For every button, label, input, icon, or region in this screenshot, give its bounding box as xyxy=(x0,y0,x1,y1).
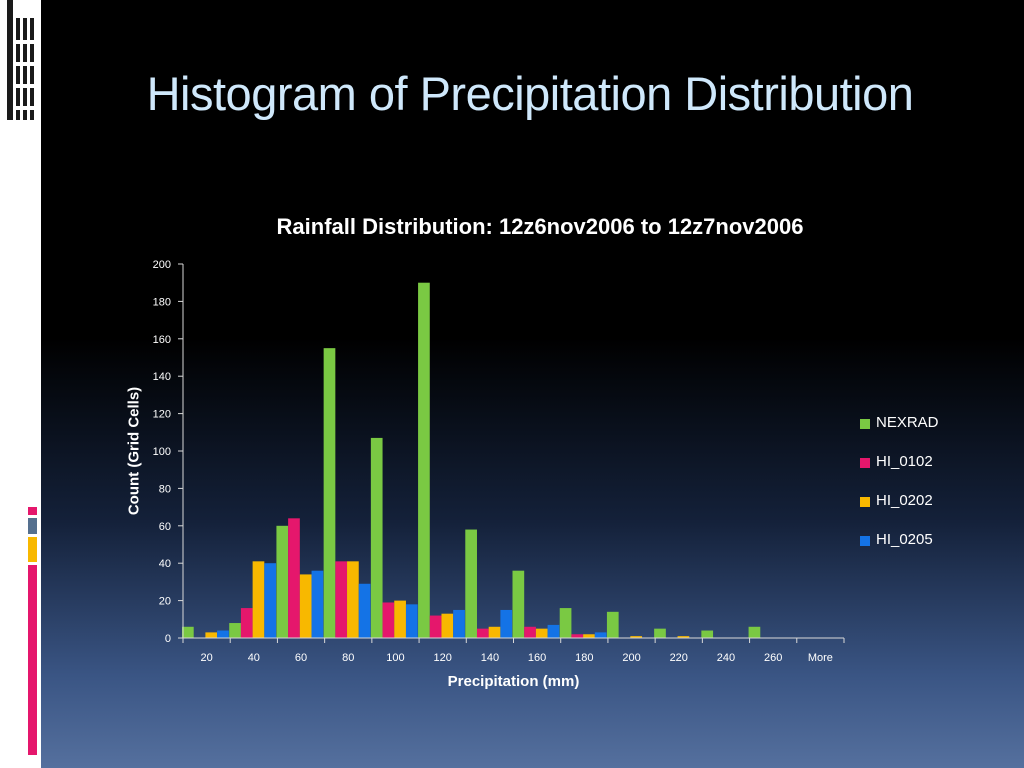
bar-hi-0205-40 xyxy=(264,563,277,638)
deco-bar-magenta-small xyxy=(28,507,37,515)
deco-bar-magenta-long xyxy=(28,565,37,755)
bar-hi-0205-140 xyxy=(500,609,513,638)
chart-legend: NEXRAD HI_0102 HI_0202 HI_0205 xyxy=(860,413,939,569)
bar-nexrad-160 xyxy=(512,570,525,638)
x-tick-label-40: 40 xyxy=(248,652,260,664)
legend-swatch-hi-0102 xyxy=(860,458,870,468)
bar-hi-0202-120 xyxy=(441,613,454,638)
legend-swatch-hi-0202 xyxy=(860,497,870,507)
x-tick-label-140: 140 xyxy=(481,652,499,664)
bar-nexrad-80 xyxy=(323,348,336,638)
y-tick-label-80: 80 xyxy=(159,483,171,495)
bar-hi-0102-60 xyxy=(288,518,300,638)
x-tick-label-120: 120 xyxy=(433,652,451,664)
x-tick-label-220: 220 xyxy=(670,652,688,664)
legend-label-hi-0205: HI_0205 xyxy=(876,531,933,548)
bar-hi-0205-20 xyxy=(217,630,229,638)
bar-hi-0202-140 xyxy=(488,626,501,638)
bar-hi-0102-180 xyxy=(571,634,584,638)
x-tick-label-180: 180 xyxy=(575,652,593,664)
x-axis-label: Precipitation (mm) xyxy=(447,673,580,690)
x-tick-label-200: 200 xyxy=(622,652,640,664)
legend-item-nexrad: NEXRAD xyxy=(860,413,939,452)
y-tick-label-200: 200 xyxy=(153,259,171,271)
bar-nexrad-20 xyxy=(182,626,194,638)
bar-hi-0102-40 xyxy=(240,608,253,638)
bar-nexrad-180 xyxy=(559,608,572,638)
bar-hi-0102-120 xyxy=(429,615,442,638)
y-tick-label-180: 180 xyxy=(153,296,171,308)
x-tick-label-100: 100 xyxy=(386,652,404,664)
bar-hi-0102-100 xyxy=(382,602,395,638)
bar-nexrad-120 xyxy=(418,282,430,638)
bar-hi-0202-220 xyxy=(677,636,690,638)
y-tick-label-100: 100 xyxy=(153,446,171,458)
bar-hi-0102-160 xyxy=(524,626,536,638)
legend-item-hi-0202: HI_0202 xyxy=(860,491,939,530)
bar-hi-0205-60 xyxy=(311,570,324,638)
y-tick-label-20: 20 xyxy=(159,596,171,608)
y-tick-label-160: 160 xyxy=(153,334,171,346)
bar-hi-0202-60 xyxy=(299,574,312,638)
bar-hi-0202-100 xyxy=(394,600,406,638)
legend-swatch-hi-0205 xyxy=(860,536,870,546)
bar-nexrad-140 xyxy=(465,529,477,638)
bar-hi-0102-140 xyxy=(476,628,489,638)
bar-nexrad-200 xyxy=(606,611,619,638)
legend-swatch-nexrad xyxy=(860,419,870,429)
y-tick-label-40: 40 xyxy=(159,558,171,570)
bar-hi-0202-20 xyxy=(205,632,218,638)
y-tick-label-140: 140 xyxy=(153,371,171,383)
bar-hi-0202-80 xyxy=(347,561,359,638)
bar-hi-0205-120 xyxy=(453,609,465,638)
bar-nexrad-40 xyxy=(229,623,241,638)
x-tick-label-20: 20 xyxy=(200,652,212,664)
left-decor-strip xyxy=(0,0,41,768)
chart-title: Rainfall Distribution: 12z6nov2006 to 12… xyxy=(276,214,804,239)
x-tick-label-240: 240 xyxy=(717,652,735,664)
legend-item-hi-0102: HI_0102 xyxy=(860,452,939,491)
bar-nexrad-240 xyxy=(701,630,714,638)
x-tick-label-more: More xyxy=(808,652,833,664)
bar-nexrad-100 xyxy=(370,437,383,638)
bar-hi-0205-180 xyxy=(594,632,607,638)
bar-hi-0205-100 xyxy=(405,604,418,638)
deco-grid-icon xyxy=(4,0,38,120)
bar-nexrad-220 xyxy=(654,628,666,638)
y-tick-label-120: 120 xyxy=(153,409,171,421)
bar-hi-0202-200 xyxy=(630,636,643,638)
bar-hi-0205-80 xyxy=(358,583,371,638)
deco-bar-gold xyxy=(28,537,37,562)
bar-nexrad-60 xyxy=(276,525,289,638)
legend-label-hi-0102: HI_0102 xyxy=(876,453,933,470)
bar-nexrad-260 xyxy=(748,626,761,638)
bar-hi-0102-80 xyxy=(335,561,348,638)
y-tick-label-0: 0 xyxy=(165,633,171,645)
x-tick-label-60: 60 xyxy=(295,652,307,664)
legend-item-hi-0205: HI_0205 xyxy=(860,530,939,569)
legend-label-nexrad: NEXRAD xyxy=(876,414,939,431)
bar-hi-0202-40 xyxy=(252,561,265,638)
x-tick-label-260: 260 xyxy=(764,652,782,664)
bar-hi-0205-160 xyxy=(547,624,560,638)
bar-hi-0202-180 xyxy=(583,634,595,638)
y-tick-label-60: 60 xyxy=(159,521,171,533)
slide-title: Histogram of Precipitation Distribution xyxy=(146,67,914,120)
x-tick-label-80: 80 xyxy=(342,652,354,664)
x-tick-label-160: 160 xyxy=(528,652,546,664)
deco-bar-slate xyxy=(28,518,37,534)
legend-label-hi-0202: HI_0202 xyxy=(876,492,933,509)
bar-hi-0202-160 xyxy=(535,628,548,638)
